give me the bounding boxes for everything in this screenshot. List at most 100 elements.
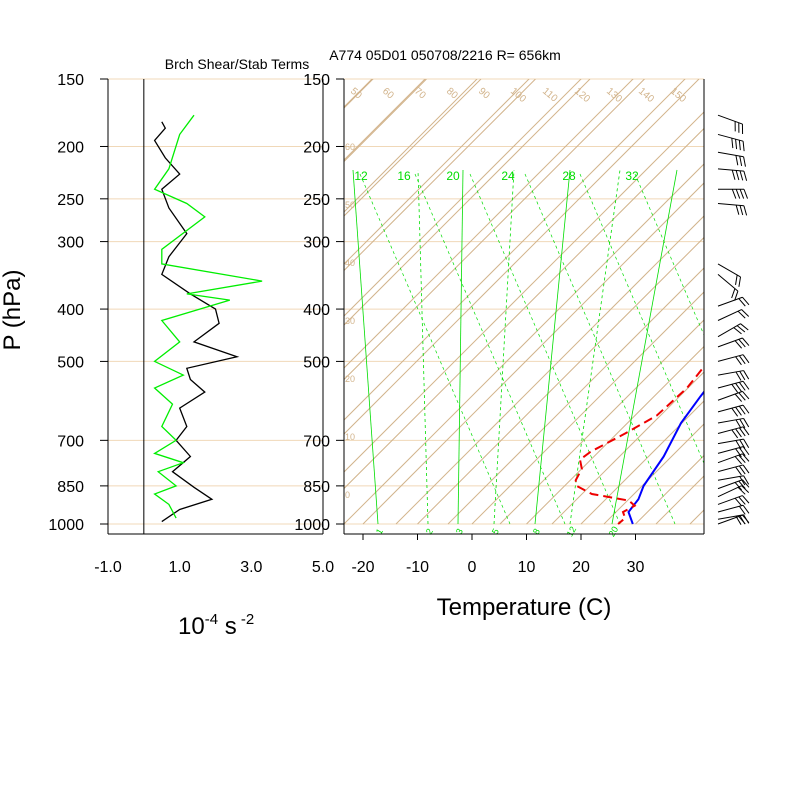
pressure-tick-label-skewt: 500 — [303, 354, 330, 371]
theta-side-label: 10 — [345, 432, 355, 442]
pressure-tick-label-left: 500 — [57, 354, 84, 371]
wind-barb — [718, 152, 745, 166]
pressure-tick-label-left: 300 — [57, 235, 84, 252]
wind-barb — [718, 476, 749, 485]
pressure-tick-label-left: 200 — [57, 139, 84, 156]
dry-adiabat-line — [656, 44, 800, 524]
wind-barb — [718, 134, 744, 151]
mixing-ratio-label: 16 — [397, 169, 411, 183]
left-x-tick-label: 1.0 — [169, 559, 191, 576]
isotherm-line — [36, 79, 481, 524]
isotherm-line — [309, 79, 754, 524]
wind-barb — [718, 391, 749, 401]
isotherm-line — [745, 79, 800, 524]
dewpoint-profile-line — [576, 152, 800, 524]
mixing-ratio-bottom-label: 2 — [424, 527, 435, 536]
theta-side-label: 30 — [345, 316, 355, 326]
wind-barbs-layer — [718, 115, 749, 525]
pressure-tick-label-skewt: 250 — [303, 192, 330, 209]
mixing-ratio-line — [494, 170, 514, 524]
theta-label: 120 — [572, 86, 592, 105]
pressure-tick-label-skewt: 850 — [303, 479, 330, 496]
wind-barb-feather — [736, 155, 738, 165]
dry-adiabat-line — [0, 44, 304, 524]
pressure-tick-label-skewt: 1000 — [294, 517, 330, 534]
wind-barb — [718, 465, 749, 475]
left-x-axis-label: 10-4 s -2 — [178, 611, 254, 640]
left-panel-layer — [144, 79, 262, 534]
pressure-tick-label-left: 150 — [57, 72, 84, 89]
mixing-ratio-bottom-label: 20 — [607, 525, 621, 539]
wind-barb-feather — [744, 371, 749, 380]
wind-barb-feather — [744, 157, 746, 167]
dry-adiabat-line — [188, 44, 668, 524]
theta-side-label: 60 — [345, 142, 355, 152]
isotherm-line — [418, 79, 800, 524]
mixing-ratio-bottom-label: 3 — [454, 527, 465, 536]
pressure-tick-label-left: 250 — [57, 192, 84, 209]
mixing-ratio-bottom-label: 12 — [565, 525, 579, 539]
wind-barb-feather — [740, 171, 743, 181]
left-series-black-line — [155, 122, 237, 522]
wind-barb-feather — [740, 189, 744, 198]
wind-barb — [718, 203, 747, 215]
wind-barb — [718, 310, 749, 321]
skewt-plot-area — [0, 44, 800, 524]
dry-adiabat-line — [760, 44, 800, 524]
pressure-tick-label-skewt: 200 — [303, 139, 330, 156]
mixing-ratio-bottom-label: 8 — [531, 527, 542, 536]
mixing-ratio-bottom-label: 5 — [490, 527, 501, 536]
wind-barb-staff — [718, 476, 744, 481]
pressure-tick-label-left: 400 — [57, 302, 84, 319]
isotherm-line — [0, 79, 318, 524]
wind-barb — [718, 297, 749, 306]
wind-barb-feather — [739, 140, 740, 150]
wind-barb — [718, 274, 738, 300]
pressure-tick-label-left: 1000 — [48, 517, 84, 534]
skewt-x-tick-label: -20 — [351, 559, 374, 576]
pressure-tick-label-left: 700 — [57, 433, 84, 450]
dry-adiabat-line — [0, 44, 460, 524]
skewt-title: A774 05D01 050708/2216 R= 656km — [329, 47, 561, 63]
wind-barb-feather — [736, 170, 739, 180]
mixing-ratio-label: 32 — [625, 169, 639, 183]
theta-side-label: 20 — [345, 374, 355, 384]
wind-barb-feather — [736, 205, 739, 215]
wind-barb — [718, 338, 749, 348]
mixing-ratio-line — [353, 170, 378, 524]
wind-barb-feather — [744, 189, 748, 198]
wind-barb — [718, 371, 749, 381]
skewt-x-tick-label: 20 — [572, 559, 590, 576]
theta-side-label: 40 — [345, 258, 355, 268]
left-plot-area — [144, 79, 262, 534]
wind-barb-feather — [739, 277, 741, 287]
skewt-x-tick-label: 10 — [518, 559, 536, 576]
wind-barb-feather — [732, 138, 733, 148]
wind-barb-feather — [740, 419, 745, 428]
saturated-adiabat-line — [470, 174, 620, 524]
skewt-x-tick-label: -10 — [406, 559, 429, 576]
wind-barb-feather — [744, 439, 749, 448]
pressure-tick-label-skewt: 700 — [303, 433, 330, 450]
wind-barb-feather — [736, 189, 740, 198]
theta-label: 80 — [444, 86, 460, 102]
wind-barb-feather — [744, 171, 747, 181]
wind-barb-feather — [740, 371, 745, 380]
wind-barb — [718, 381, 749, 392]
pressure-tick-label-left: 850 — [57, 479, 84, 496]
dry-adiabat-line — [604, 44, 800, 524]
left-x-tick-label: -1.0 — [94, 559, 122, 576]
wind-barb-staff — [718, 418, 744, 423]
left-series-green-line — [155, 115, 263, 518]
theta-label: 60 — [380, 86, 396, 102]
wind-barb — [718, 405, 749, 416]
wind-barb-staff — [718, 439, 744, 444]
dry-adiabat-line — [0, 44, 356, 524]
theta-label: 70 — [412, 86, 428, 102]
dry-adiabat-line — [500, 44, 800, 524]
theta-label: 90 — [476, 86, 492, 102]
wind-barb-feather — [744, 206, 747, 216]
